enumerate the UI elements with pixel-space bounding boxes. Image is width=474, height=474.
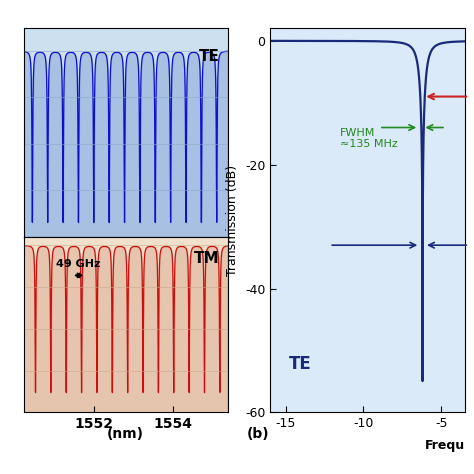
Text: TE: TE bbox=[199, 49, 219, 64]
Text: (nm): (nm) bbox=[107, 428, 144, 441]
Text: (b): (b) bbox=[247, 428, 270, 441]
Text: TM: TM bbox=[194, 251, 219, 266]
Text: Frequ: Frequ bbox=[424, 439, 465, 452]
Y-axis label: Transmission (dB): Transmission (dB) bbox=[227, 165, 239, 276]
Text: TE: TE bbox=[289, 355, 311, 373]
Text: 49 GHz: 49 GHz bbox=[56, 259, 101, 269]
Text: FWHM
≈135 MHz: FWHM ≈135 MHz bbox=[340, 128, 398, 149]
